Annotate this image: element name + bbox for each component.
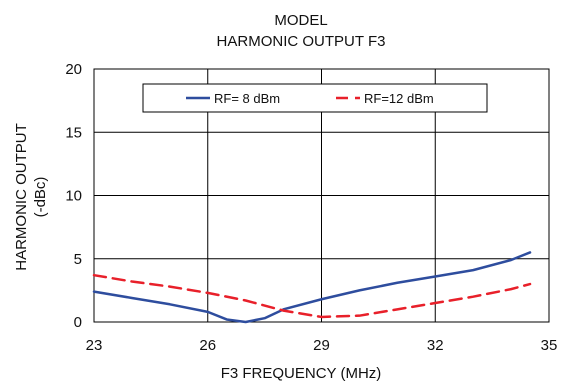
x-tick-label: 29	[313, 337, 330, 354]
y-axis-unit: (-dBc)	[32, 177, 49, 218]
chart-title: MODEL	[274, 12, 327, 29]
legend-entry-rf-12-dbm: RF=12 dBm	[364, 91, 434, 106]
plot-frame	[93, 68, 550, 323]
chart-subtitle: HARMONIC OUTPUT F3	[217, 33, 386, 50]
x-tick-label: 26	[199, 337, 216, 354]
x-tick-labels: 23 26 29 32 35	[86, 337, 558, 354]
x-tick-label: 35	[541, 337, 558, 354]
x-tick-label: 32	[427, 337, 444, 354]
y-tick-label: 20	[65, 61, 82, 78]
series-line-1	[92, 273, 532, 319]
series-lines	[92, 251, 532, 324]
legend-entry-rf-8-dbm: RF= 8 dBm	[214, 91, 280, 106]
y-tick-labels: 0 5 10 15 20	[65, 61, 82, 331]
x-tick-label: 23	[86, 337, 103, 354]
y-tick-label: 5	[74, 251, 82, 268]
y-axis-label: HARMONIC OUTPUT	[13, 123, 30, 271]
y-tick-label: 0	[74, 314, 82, 331]
y-tick-label: 10	[65, 188, 82, 205]
y-tick-label: 15	[65, 124, 82, 141]
series-line-0	[92, 251, 532, 324]
legend: RF= 8 dBm RF=12 dBm	[142, 83, 488, 113]
x-axis-label: F3 FREQUENCY (MHz)	[221, 365, 382, 382]
